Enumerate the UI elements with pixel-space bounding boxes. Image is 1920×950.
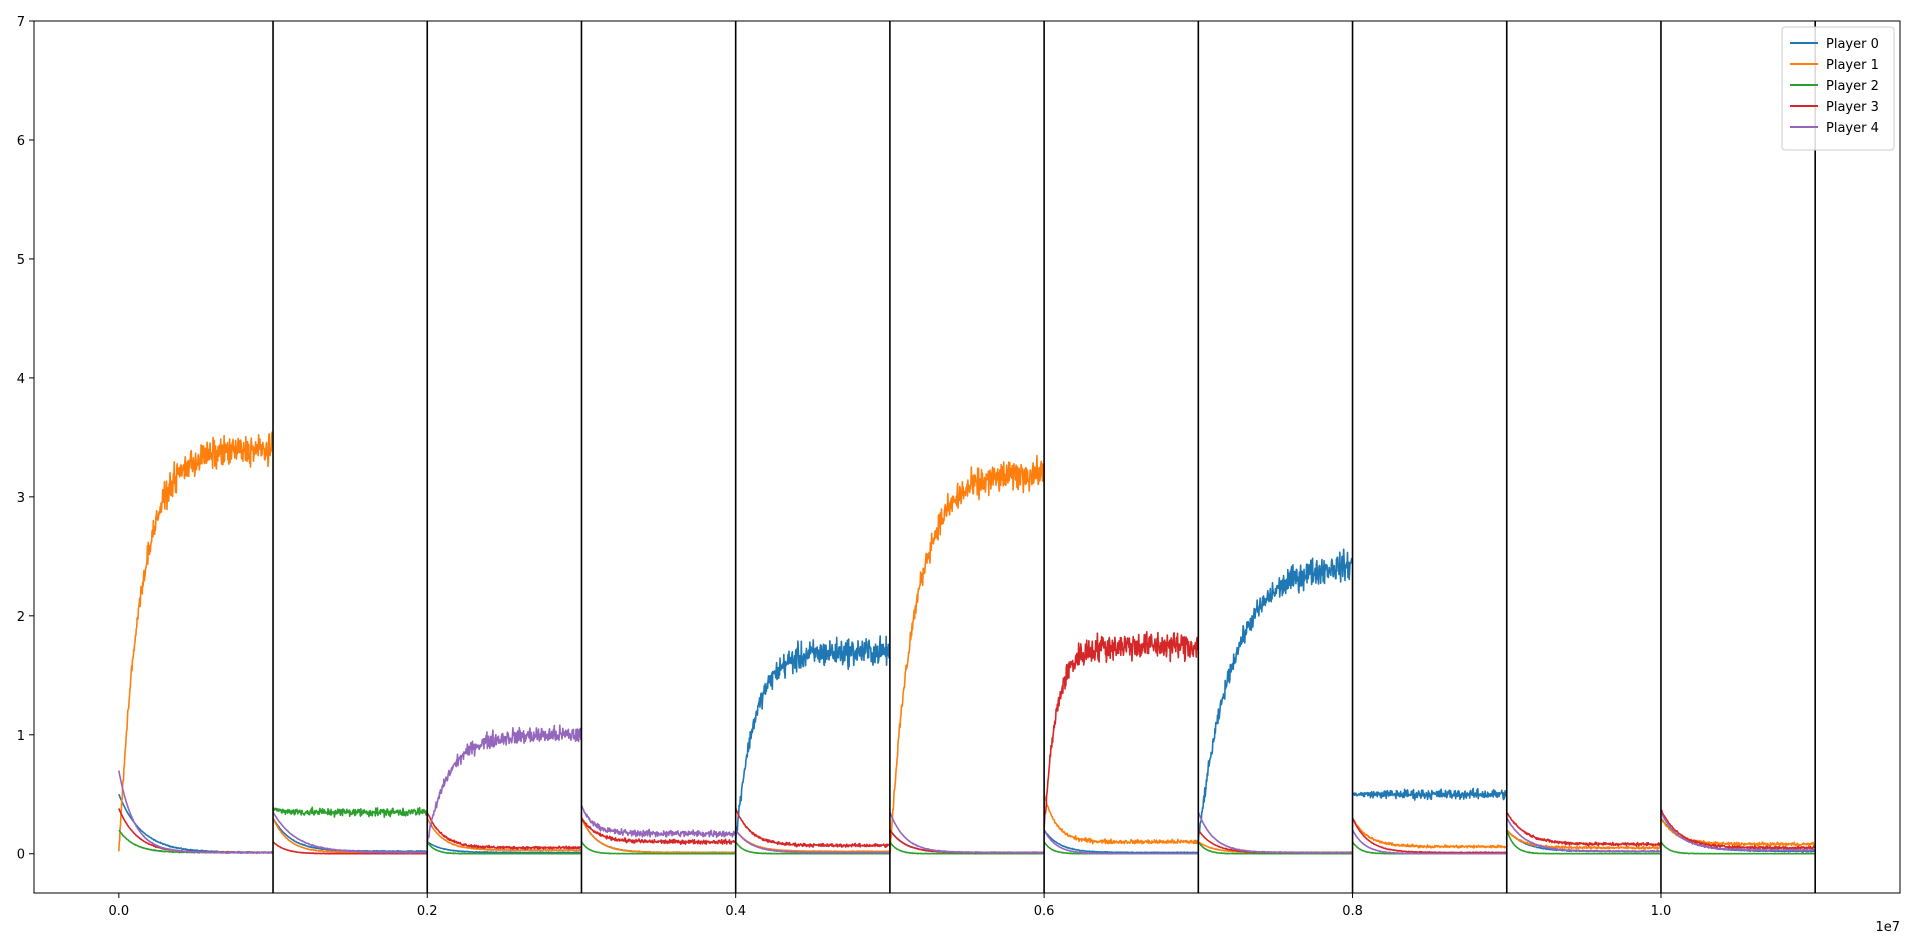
series-line-segment xyxy=(1505,811,1661,847)
plot-area xyxy=(118,21,1816,893)
series-line-segment xyxy=(1043,794,1199,845)
axes: 0.0 0.2 0.4 0.6 0.8 1.0 0 1 2 3 4 5 6 7 1e7 xyxy=(17,15,1901,935)
y-tick-label: 5 xyxy=(17,253,25,268)
series-line-segment xyxy=(118,770,273,854)
series-line-segment xyxy=(1505,829,1661,855)
legend-label: Player 1 xyxy=(1826,58,1879,73)
series-line-segment xyxy=(1660,841,1815,855)
legend-label: Player 0 xyxy=(1826,37,1879,52)
series-line-segment xyxy=(1197,811,1353,854)
series-line-segment xyxy=(1351,829,1507,855)
y-tick-label: 6 xyxy=(17,134,25,149)
series-line-segment xyxy=(889,454,1045,853)
series-line-segment xyxy=(1043,829,1198,855)
series-line-segment xyxy=(118,431,274,852)
series-line-segment xyxy=(272,841,427,855)
series-line-segment xyxy=(1043,630,1199,827)
y-tick-label: 1 xyxy=(17,729,25,744)
series-line-segment xyxy=(581,817,736,846)
series-line-segment xyxy=(1506,817,1661,853)
legend-label: Player 2 xyxy=(1826,79,1879,94)
y-tick-label: 4 xyxy=(17,372,25,387)
series-line-segment xyxy=(426,724,582,846)
series-line-segment xyxy=(889,811,1044,854)
series-line-segment xyxy=(272,806,428,818)
series-player-4 xyxy=(118,724,1815,855)
series-line-segment xyxy=(734,841,890,855)
series-line-segment xyxy=(734,807,890,849)
x-tick-label: 0.0 xyxy=(108,904,129,919)
series-line-segment xyxy=(1197,548,1353,842)
series-line-segment xyxy=(426,812,582,851)
series-line-segment xyxy=(1351,817,1507,854)
series-line-segment xyxy=(735,829,890,854)
legend-box xyxy=(1781,26,1895,151)
series-line-segment xyxy=(889,841,1044,855)
series-line-segment xyxy=(1351,817,1507,849)
legend: Player 0 Player 1 Player 2 Player 3 Player 4 xyxy=(1781,26,1895,151)
y-tick-label: 0 xyxy=(17,848,25,863)
series-line-segment xyxy=(272,811,427,854)
series-line-segment xyxy=(734,635,890,844)
series-line-segment xyxy=(426,817,582,852)
x-offset-label: 1e7 xyxy=(1875,920,1900,935)
series-line-segment xyxy=(1506,829,1661,851)
series-group xyxy=(118,431,1816,855)
y-tick-label: 2 xyxy=(17,610,25,625)
series-line-segment xyxy=(426,841,582,854)
x-tick-label: 0.2 xyxy=(417,904,438,919)
series-line-segment xyxy=(426,841,582,855)
x-tick-label: 0.6 xyxy=(1034,904,1055,919)
series-line-segment xyxy=(580,841,736,855)
x-tick-label: 0.8 xyxy=(1342,904,1363,919)
axes-frame xyxy=(33,20,1901,894)
x-tick-label: 0.4 xyxy=(725,904,746,919)
y-tick-label: 3 xyxy=(17,491,25,506)
series-line-segment xyxy=(1660,811,1815,852)
y-tick-label: 7 xyxy=(17,15,25,30)
legend-label: Player 4 xyxy=(1826,121,1879,136)
x-tick-label: 1.0 xyxy=(1651,904,1672,919)
series-line-segment xyxy=(1043,829,1199,854)
legend-label: Player 3 xyxy=(1826,100,1879,115)
series-line-segment xyxy=(580,805,736,839)
series-line-segment xyxy=(1351,787,1507,801)
